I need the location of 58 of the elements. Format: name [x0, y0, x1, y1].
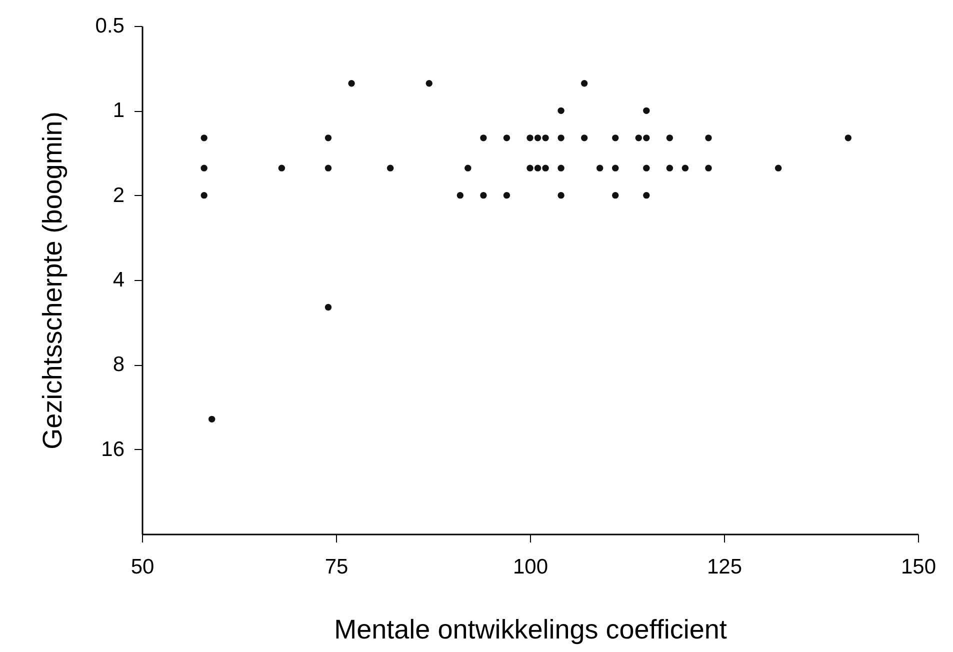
point — [612, 192, 619, 199]
point — [324, 304, 332, 311]
point — [666, 134, 674, 142]
point — [558, 164, 564, 172]
y-tick-label: 0.5 — [95, 14, 124, 38]
point — [208, 416, 216, 423]
point — [580, 134, 588, 142]
point — [682, 164, 689, 172]
point — [705, 164, 712, 172]
x-tick-label: 100 — [512, 556, 548, 578]
point — [705, 134, 712, 142]
x-tick-label: 75 — [324, 556, 348, 578]
point — [464, 164, 472, 172]
point — [558, 107, 564, 114]
point — [643, 134, 650, 142]
point — [643, 192, 650, 199]
point — [635, 134, 642, 142]
point — [643, 107, 650, 114]
point — [503, 192, 510, 199]
point — [200, 164, 208, 172]
point — [774, 164, 782, 172]
y-tick-label: 16 — [101, 438, 124, 461]
point — [542, 134, 549, 142]
x-tick-label: 125 — [706, 556, 742, 578]
point — [200, 192, 208, 199]
point — [844, 134, 852, 142]
point — [426, 80, 432, 87]
point — [643, 164, 650, 172]
point — [526, 134, 534, 142]
point — [324, 134, 332, 142]
point — [596, 164, 604, 172]
point — [386, 164, 394, 172]
point — [612, 134, 619, 142]
point — [558, 134, 564, 142]
point — [534, 134, 542, 142]
point — [526, 164, 534, 172]
point — [612, 164, 619, 172]
y-tick-label: 1 — [112, 99, 124, 122]
point — [324, 164, 332, 172]
y-axis-title: Gezichtsscherpte (boogmin) — [37, 112, 68, 450]
point — [503, 134, 510, 142]
point — [278, 164, 286, 172]
point — [456, 192, 464, 199]
x-tick-label: 50 — [130, 556, 154, 578]
point — [580, 80, 588, 87]
y-tick-label: 8 — [112, 353, 124, 376]
y-tick-label: 2 — [112, 184, 124, 207]
point — [480, 134, 487, 142]
x-tick-label: 150 — [900, 556, 936, 578]
point — [558, 192, 564, 199]
point — [480, 192, 487, 199]
point — [348, 80, 355, 87]
point — [666, 164, 674, 172]
x-axis-title: Mentale ontwikkelings coefficient — [334, 614, 728, 644]
point — [542, 164, 549, 172]
point — [534, 164, 542, 172]
point — [200, 134, 208, 142]
y-tick-label: 4 — [112, 268, 125, 292]
